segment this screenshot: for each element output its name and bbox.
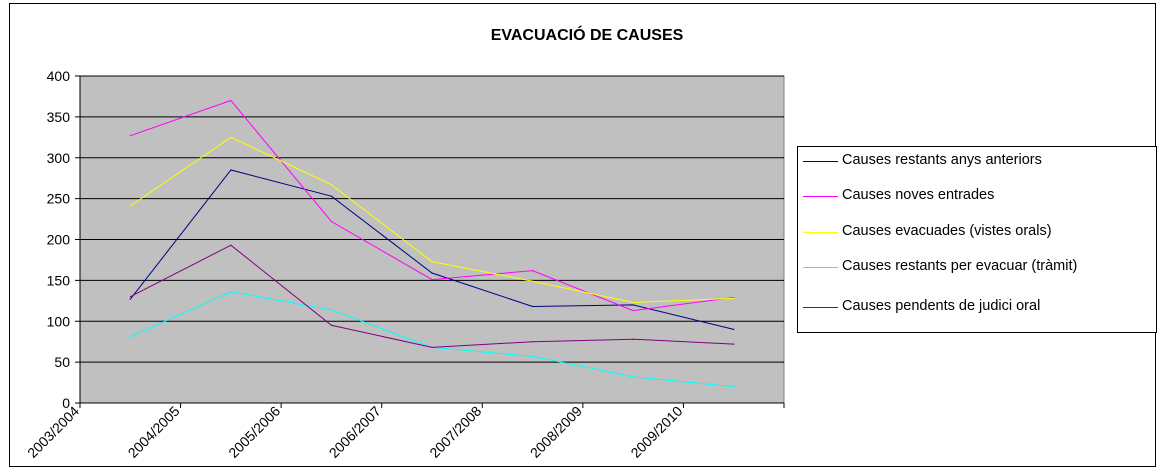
data-point [129,135,131,137]
data-point [431,272,433,274]
data-point [230,99,232,102]
legend: Causes restants anys anteriors Causes nov… [797,146,1157,333]
legend-item: Causes evacuades (vistes orals) [798,223,1152,240]
data-point [129,296,131,298]
y-axis-ticks: 0 50 100 150 200 250 300 350 400 [47,68,80,411]
x-tick-label: 2004/2005 [125,403,183,461]
data-point [330,184,333,186]
data-point [129,336,131,338]
y-tick-label: 150 [47,272,71,288]
data-point [531,269,534,272]
y-tick-label: 250 [47,191,71,207]
gridlines [80,75,784,363]
data-point [632,338,634,340]
data-point [632,301,634,304]
legend-item: Causes restants anys anteriors [798,152,1152,169]
data-point [733,328,735,331]
data-point [129,205,131,207]
data-point [632,310,634,312]
series-lines [129,99,735,388]
data-point [632,304,634,306]
legend-label: Causes restants anys anteriors [842,152,1042,168]
data-point [431,346,433,349]
x-tick-label: 2007/2008 [426,403,484,461]
x-tick-label: 2006/2007 [326,403,384,461]
data-point [230,169,232,171]
y-tick-label: 200 [47,232,71,248]
data-point [129,298,131,300]
y-tick-label: 300 [47,150,71,166]
y-tick-label: 0 [62,395,70,411]
data-point [431,278,433,281]
legend-label: Causes pendents de judici oral [842,298,1041,314]
data-point [230,291,232,293]
data-point [733,297,735,299]
legend-label: Causes noves entrades [842,187,995,203]
legend-item: Causes restants per evacuar (tràmit) [798,258,1152,275]
data-point [531,341,534,343]
data-point [531,305,534,308]
data-point [531,355,534,358]
data-point [431,260,433,263]
legend-swatch [803,307,838,308]
data-point [330,309,333,311]
legend-item: Causes noves entrades [798,187,1152,204]
y-tick-label: 400 [47,68,71,84]
data-point [330,324,333,326]
legend-label: Causes evacuades (vistes orals) [842,223,1052,239]
data-point [330,220,333,223]
x-axis-ticks: 2003/2004 2004/2005 2005/2006 2006/2007 2007… [24,403,785,461]
data-point [531,280,534,282]
data-point [330,195,333,197]
legend-swatch [803,232,838,233]
data-point [733,343,735,345]
data-point [632,376,634,378]
legend-label: Causes restants per evacuar (tràmit) [842,258,1078,274]
y-tick-label: 50 [54,354,70,370]
data-point [230,244,232,246]
x-tick-label: 2005/2006 [225,403,283,461]
x-tick-label: 2009/2010 [627,403,685,461]
data-point [230,136,232,138]
chart-title: EVACUACIÓ DE CAUSES [491,25,684,44]
legend-swatch [803,267,838,268]
data-point [733,386,735,388]
legend-swatch [803,161,838,162]
y-tick-label: 350 [47,109,71,125]
y-tick-label: 100 [47,313,71,329]
legend-item: Causes pendents de judici oral [798,298,1152,315]
legend-swatch [803,196,838,197]
x-tick-label: 2003/2004 [24,403,82,461]
x-tick-label: 2008/2009 [527,403,585,461]
